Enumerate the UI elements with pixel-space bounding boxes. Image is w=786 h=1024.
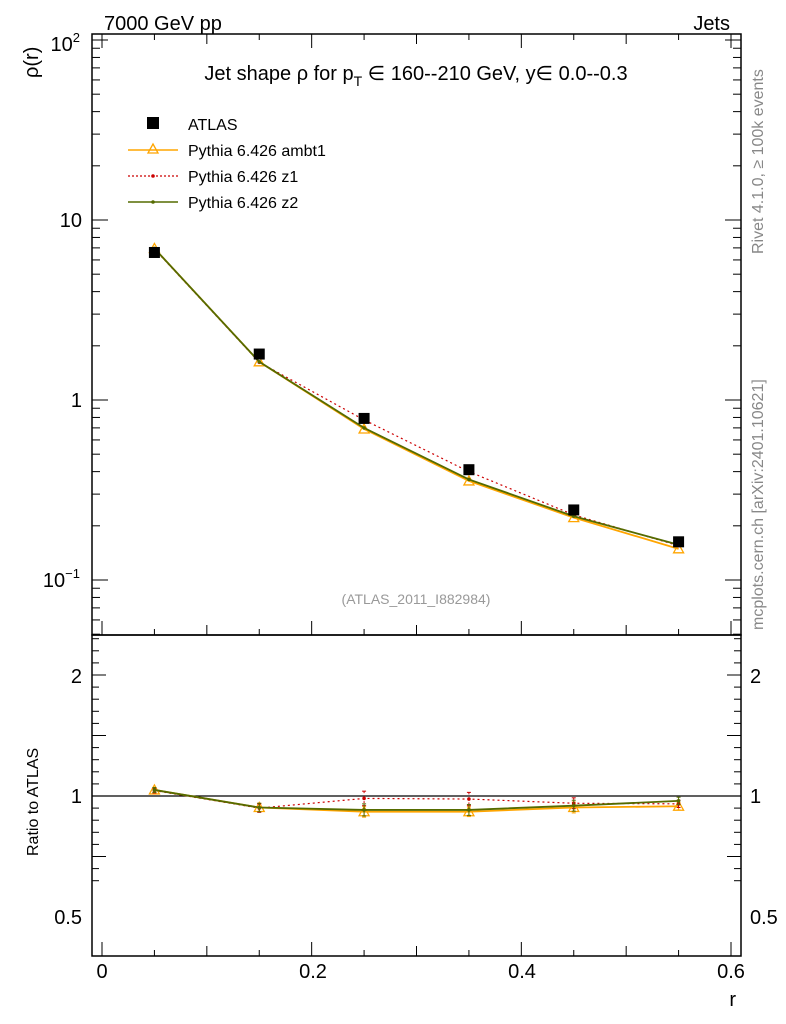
y-tick-label-10: 10 — [60, 210, 82, 232]
legend-z2-marker — [151, 200, 155, 204]
ratio-tick-label-0.5: 0.5 — [54, 907, 82, 929]
x-tick-label-0.2: 0.2 — [299, 961, 327, 983]
series-ratio-point — [672, 799, 685, 811]
y-axis-label: ρ(r) — [21, 47, 43, 78]
series-point — [467, 477, 471, 482]
series-ratio-point — [152, 788, 157, 792]
series-ratio-point — [257, 805, 262, 810]
series-point — [253, 355, 266, 367]
series-ratio-line — [154, 789, 679, 811]
series-line — [153, 247, 679, 546]
x-tick-label-0.4: 0.4 — [508, 961, 536, 983]
ratio-axis-label: Ratio to ATLAS — [25, 748, 42, 856]
chart-title: Jet shape ρ for pT ∈ 160--210 GeV, y∈ 0.… — [204, 63, 627, 89]
y-tick-label-1: 1 — [71, 390, 82, 412]
atlas-data-point — [253, 348, 265, 360]
ratio-tick-label-right-2: 2 — [750, 666, 761, 688]
legend-ambt1-marker — [146, 142, 160, 154]
legend-z1-marker — [151, 174, 155, 178]
atlas-data-point — [463, 464, 475, 476]
axis-ticks — [92, 34, 741, 956]
ratio-tick-label-right-1: 1 — [750, 786, 761, 808]
series-ratio-point — [467, 797, 471, 801]
atlas-data-point — [358, 412, 370, 424]
atlas-data-point — [568, 504, 580, 516]
series-line — [153, 247, 679, 550]
legend: ATLAS Pythia 6.426 ambt1 Pythia 6.426 z1… — [128, 117, 326, 212]
series-ratio-point — [467, 808, 471, 812]
series-layer — [148, 242, 685, 818]
x-axis-label: r — [729, 989, 736, 1011]
series-ratio-line — [154, 789, 679, 809]
series-point — [257, 360, 262, 364]
analysis-watermark: (ATLAS_2011_I882984) — [342, 591, 491, 607]
atlas-data-layer — [148, 246, 685, 548]
atlas-data-point — [148, 246, 160, 258]
series-ratio-point — [362, 796, 366, 801]
legend-atlas-marker — [147, 117, 159, 129]
x-tick-label-0: 0 — [96, 961, 107, 983]
series-ratio-line — [154, 789, 679, 813]
ratio-tick-label-2: 2 — [71, 666, 82, 688]
legend-z1-label: Pythia 6.426 z1 — [188, 169, 298, 186]
series-line — [153, 248, 679, 547]
side-label-mcplots: mcplots.cern.ch [arXiv:2401.10621] — [750, 379, 767, 630]
series-pythia-6-426-z2 — [152, 246, 681, 817]
series-ratio-point — [148, 783, 161, 795]
legend-atlas-label: ATLAS — [188, 117, 238, 134]
legend-z2-label: Pythia 6.426 z2 — [188, 195, 298, 212]
y-tick-label-100: 102 — [51, 30, 80, 56]
series-ratio-point — [362, 808, 366, 812]
header-category: Jets — [693, 13, 730, 35]
ratio-tick-label-right-0.5: 0.5 — [750, 907, 778, 929]
atlas-data-point — [673, 536, 685, 548]
series-point — [672, 542, 685, 554]
side-label-rivet: Rivet 4.1.0, ≥ 100k events — [750, 69, 767, 254]
ratio-tick-label-1: 1 — [71, 786, 82, 808]
series-point — [362, 426, 366, 430]
series-ratio-point — [676, 799, 681, 803]
y-tick-label-0.1: 10−1 — [43, 566, 80, 592]
header-energy: 7000 GeV pp — [104, 13, 222, 35]
x-tick-label-0.6: 0.6 — [717, 961, 745, 983]
series-ratio-point — [571, 803, 576, 808]
legend-ambt1-label: Pythia 6.426 ambt1 — [188, 143, 326, 160]
